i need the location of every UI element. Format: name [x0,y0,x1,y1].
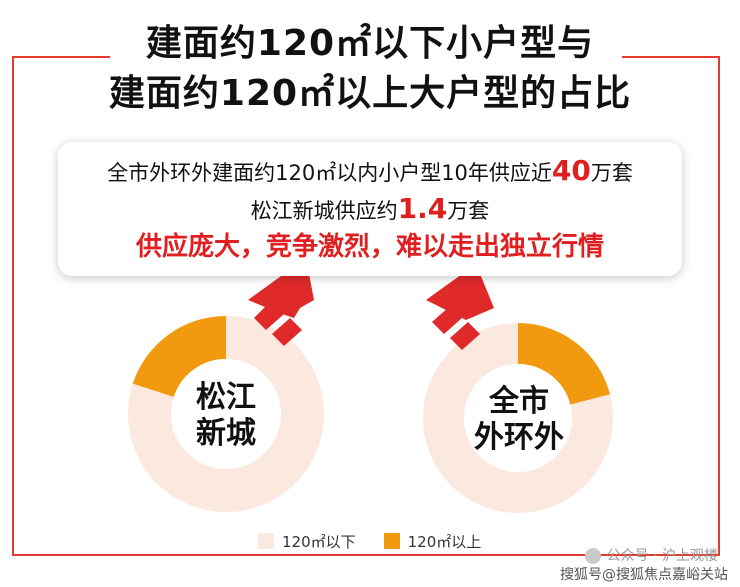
center-label-line: 新城 [196,416,256,451]
donut-slice [132,316,226,398]
legend-label: 120㎡以下 [282,532,356,551]
watermark-sohu: 搜狐号@搜狐焦点嘉峪关站 [560,567,728,583]
legend-swatch [258,533,274,549]
donut-chart-songjiang [128,316,324,512]
donut-hole [464,364,572,472]
wechat-icon [584,548,601,564]
callout-line1-number: 40 [551,154,591,187]
callout-line2-unit: 万套 [447,199,490,223]
callout-line1-unit: 万套 [590,161,633,185]
watermark-wechat: 公众号 · 沪上观楼 [584,545,718,565]
page-title-line1: 建面约120㎡以下小户型与 [145,23,595,64]
donut-slice [422,323,613,513]
center-label-line: 全市 [489,384,549,419]
callout-line-2: 松江新城供应约1.4万套 [58,194,682,226]
callout-line-3: 供应庞大，竞争激烈，难以走出独立行情 [135,232,604,262]
legend-item-above-120: 120㎡以上 [383,531,482,552]
summary-callout: 全市外环外建面约120㎡以内小户型10年供应近40万套 松江新城供应约1.4万套… [58,142,682,276]
frame-top-left-edge [12,56,110,58]
page-title-line2: 建面约120㎡以上大户型的占比 [108,73,632,114]
legend-label: 120㎡以上 [407,532,482,551]
watermark-text-1: 公众号 · 沪上观楼 [606,548,718,564]
legend-item-below-120: 120㎡以下 [258,531,356,552]
callout-line2-text: 松江新城供应约 [250,199,398,223]
arrow-right-icon [426,264,494,350]
donut-slice [518,323,611,405]
donut-center-label-outer-ring: 全市 外环外 [454,384,584,456]
donut-chart-outer-ring [422,323,613,513]
chart-legend: 120㎡以下 120㎡以上 [258,530,509,552]
callout-line2-number: 1.4 [397,192,448,225]
frame-top-right-edge [622,56,720,58]
legend-swatch [383,533,400,549]
callout-line-1: 全市外环外建面约120㎡以内小户型10年供应近40万套 [58,156,682,188]
callout-line1-text: 全市外环外建面约120㎡以内小户型10年供应近 [107,161,552,185]
donut-center-label-songjiang: 松江 新城 [171,380,281,452]
red-frame [12,56,720,556]
center-label-line: 松江 [196,380,256,415]
donut-hole [171,359,281,469]
donut-slice [128,316,324,512]
center-label-line: 外环外 [474,420,564,455]
